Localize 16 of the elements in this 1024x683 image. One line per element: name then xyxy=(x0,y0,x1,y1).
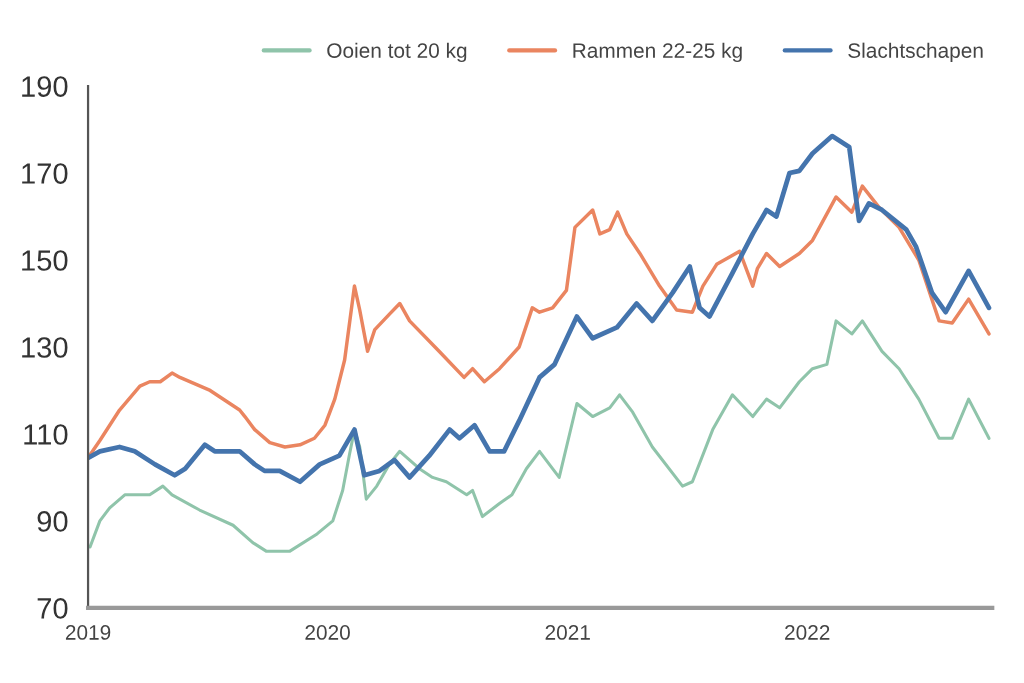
x-tick-label: 2022 xyxy=(785,625,830,640)
line-series xyxy=(88,319,991,553)
y-tick-label: 110 xyxy=(24,424,68,445)
line-series xyxy=(88,133,992,485)
legend-label: Ooien tot 20 kg xyxy=(327,42,467,63)
legend-label: Rammen 22-25 kg xyxy=(573,42,742,63)
y-tick-label: 90 xyxy=(37,511,68,532)
x-tick-label: 2019 xyxy=(65,625,111,640)
y-tick-label: 70 xyxy=(37,598,68,619)
legend-label: Slachtschapen xyxy=(848,42,983,63)
x-tick-label: 2020 xyxy=(305,625,350,640)
y-tick-label: 170 xyxy=(22,163,68,184)
y-tick-label: 190 xyxy=(22,76,68,97)
x-tick-label: 2021 xyxy=(545,625,590,640)
y-tick-label: 150 xyxy=(22,250,68,271)
y-tick-label: 130 xyxy=(22,337,68,358)
